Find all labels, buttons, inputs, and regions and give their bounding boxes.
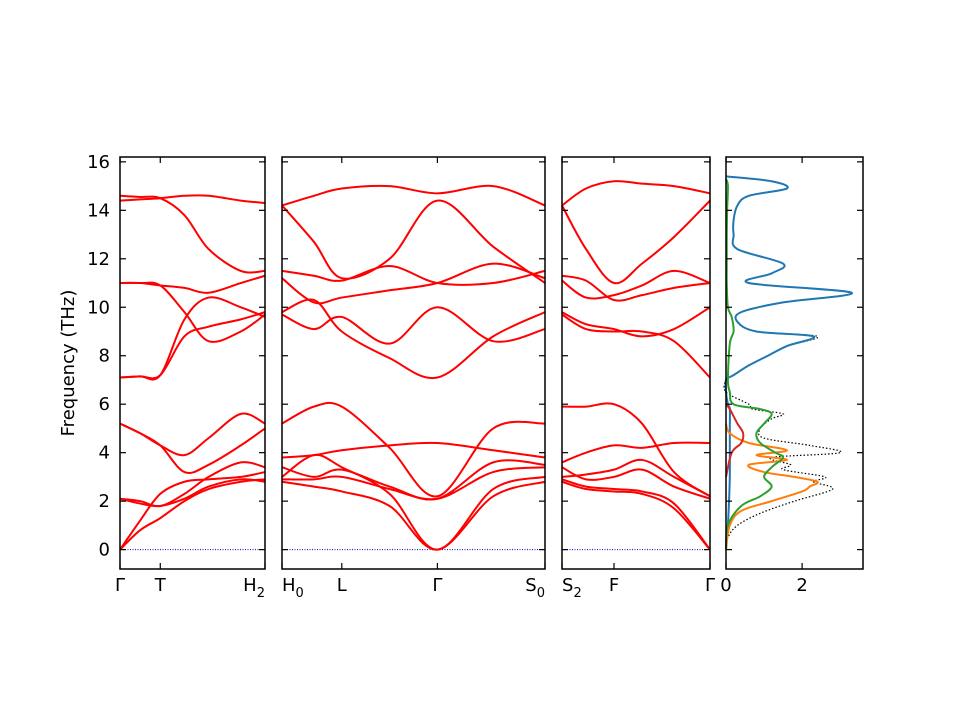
high-symmetry-label: L: [337, 575, 347, 596]
y-tick-label: 4: [99, 443, 110, 464]
phonon-branch: [281, 199, 546, 284]
band-panel-1: Γ T H2: [115, 156, 266, 601]
high-symmetry-label: T: [154, 575, 167, 596]
panel-frame: [561, 156, 711, 570]
phonon-branch: [281, 262, 546, 305]
phonon-branch: [281, 184, 546, 207]
y-tick-label: 2: [99, 491, 110, 512]
phonon-branch: [561, 199, 711, 285]
band-panel-2: H0 L Γ S0: [281, 156, 546, 601]
panel-frame: [119, 156, 266, 570]
dos-curve: [725, 423, 819, 550]
phonon-branch: [119, 471, 266, 551]
phonon-branch: [561, 478, 711, 551]
high-symmetry-label: Γ: [705, 575, 715, 596]
phonon-branch: [561, 458, 711, 498]
phonon-branch: [281, 459, 546, 501]
y-tick-label: 0: [99, 540, 110, 561]
phonon-branch: [119, 194, 266, 205]
dos-frame: [725, 156, 864, 570]
phonon-branch: [561, 441, 711, 464]
phonon-branch: [281, 480, 546, 551]
phonon-branch: [119, 274, 266, 294]
high-symmetry-label: S2: [562, 575, 582, 601]
panel-frame: [281, 156, 546, 570]
phonon-branch: [561, 313, 711, 379]
phonon-branch: [281, 466, 546, 501]
phonon-branch: [561, 402, 711, 498]
phonon-branch: [119, 311, 266, 380]
band-panels: Γ T H2 H0 L Γ S0 S2 F Γ: [115, 156, 715, 601]
y-tick-label: 10: [87, 297, 110, 318]
y-tick-label: 8: [99, 346, 110, 367]
y-axis-ticks: 0 2 4 6 8 10 12 14 16: [87, 152, 110, 561]
y-tick-label: 16: [87, 152, 110, 173]
y-tick-label: 12: [87, 249, 110, 270]
high-symmetry-label: H0: [282, 575, 304, 601]
phonon-branch: [119, 422, 266, 474]
phonon-branch: [561, 274, 711, 302]
phonon-branch: [119, 461, 266, 508]
dos-x-tick-label: 0: [720, 575, 731, 596]
phonon-branch: [561, 306, 711, 338]
phonon-branch: [281, 298, 546, 380]
phonon-branch: [561, 180, 711, 207]
phonon-branch: [281, 441, 546, 459]
dos-curve: [725, 403, 745, 478]
phonon-branch: [119, 478, 266, 551]
dos-curve: [723, 175, 853, 550]
high-symmetry-label: Γ: [115, 575, 125, 596]
phonon-branch: [119, 194, 266, 274]
phonon-branch: [561, 269, 711, 300]
y-axis-label: Frequency (THz): [58, 290, 79, 437]
dos-curve: [724, 175, 853, 550]
high-symmetry-label: S0: [525, 575, 545, 601]
dos-x-tick-label: 2: [796, 575, 807, 596]
phonon-branch: [281, 401, 546, 498]
phonon-branch: [561, 466, 711, 500]
phonon-branch: [281, 265, 546, 286]
phonon-branch: [561, 480, 711, 551]
band-panel-3: S2 F Γ: [561, 156, 715, 601]
high-symmetry-label: H2: [243, 575, 265, 601]
y-tick-label: 14: [87, 200, 110, 221]
high-symmetry-label: Γ: [432, 575, 442, 596]
phonon-branch: [119, 478, 266, 508]
y-tick-label: 6: [99, 394, 110, 415]
phonon-branch: [119, 281, 266, 343]
high-symmetry-label: F: [609, 575, 619, 596]
phonon-branch: [119, 296, 266, 381]
phonon-branch: [281, 306, 546, 345]
